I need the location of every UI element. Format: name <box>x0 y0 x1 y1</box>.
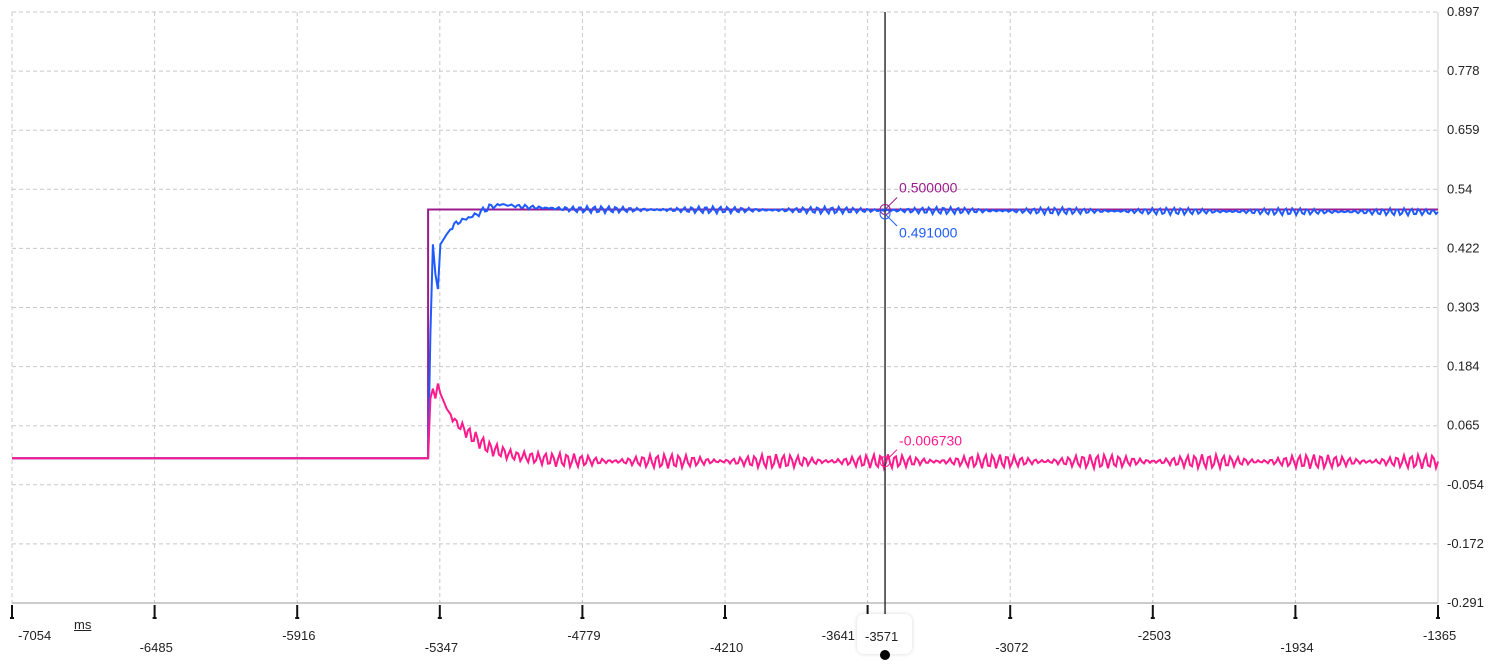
cursor-tooltip[interactable]: -3571 <box>857 614 912 660</box>
cursor-leader <box>884 449 898 462</box>
series-line-2 <box>12 383 1439 473</box>
y-tick-label: -0.291 <box>1447 595 1484 610</box>
y-tick-label: 0.897 <box>1447 4 1480 19</box>
x-tick-label: -3072 <box>995 640 1028 655</box>
x-tick-label: -1934 <box>1280 640 1313 655</box>
cursor-time-label: -3571 <box>865 629 899 644</box>
y-tick-label: -0.054 <box>1447 477 1484 492</box>
x-tick-label: -5916 <box>282 628 315 643</box>
x-tick-label: -7054 <box>18 628 51 643</box>
x-tick-label: -4210 <box>710 640 743 655</box>
y-tick-label: -0.172 <box>1447 536 1484 551</box>
cursor-marker <box>879 456 891 468</box>
x-tick-label: -5347 <box>425 640 458 655</box>
y-tick-label: 0.303 <box>1447 300 1480 315</box>
y-tick-label: 0.54 <box>1447 181 1472 196</box>
cursor-value-label: -0.006730 <box>899 433 962 449</box>
x-tick-label: -4779 <box>567 628 600 643</box>
cursor-value-label: 0.500000 <box>899 179 958 195</box>
x-tick-label: -1365 <box>1423 628 1456 643</box>
y-tick-label: 0.184 <box>1447 359 1480 374</box>
cursor-leader <box>884 213 898 227</box>
y-tick-label: 0.659 <box>1447 122 1480 137</box>
x-unit-label[interactable]: ms <box>74 617 92 632</box>
x-tick-label: -6485 <box>140 640 173 655</box>
y-tick-label: 0.778 <box>1447 63 1480 78</box>
y-tick-label: 0.065 <box>1447 418 1480 433</box>
x-tick-label: -2503 <box>1138 628 1171 643</box>
cursor-marker <box>879 208 891 220</box>
cursor-leader <box>884 197 898 210</box>
y-tick-label: 0.422 <box>1447 240 1480 255</box>
cursor-value-label: 0.491000 <box>899 224 958 240</box>
x-tick-label: -3641 <box>822 628 855 643</box>
cursor-drag-handle[interactable] <box>880 650 890 660</box>
